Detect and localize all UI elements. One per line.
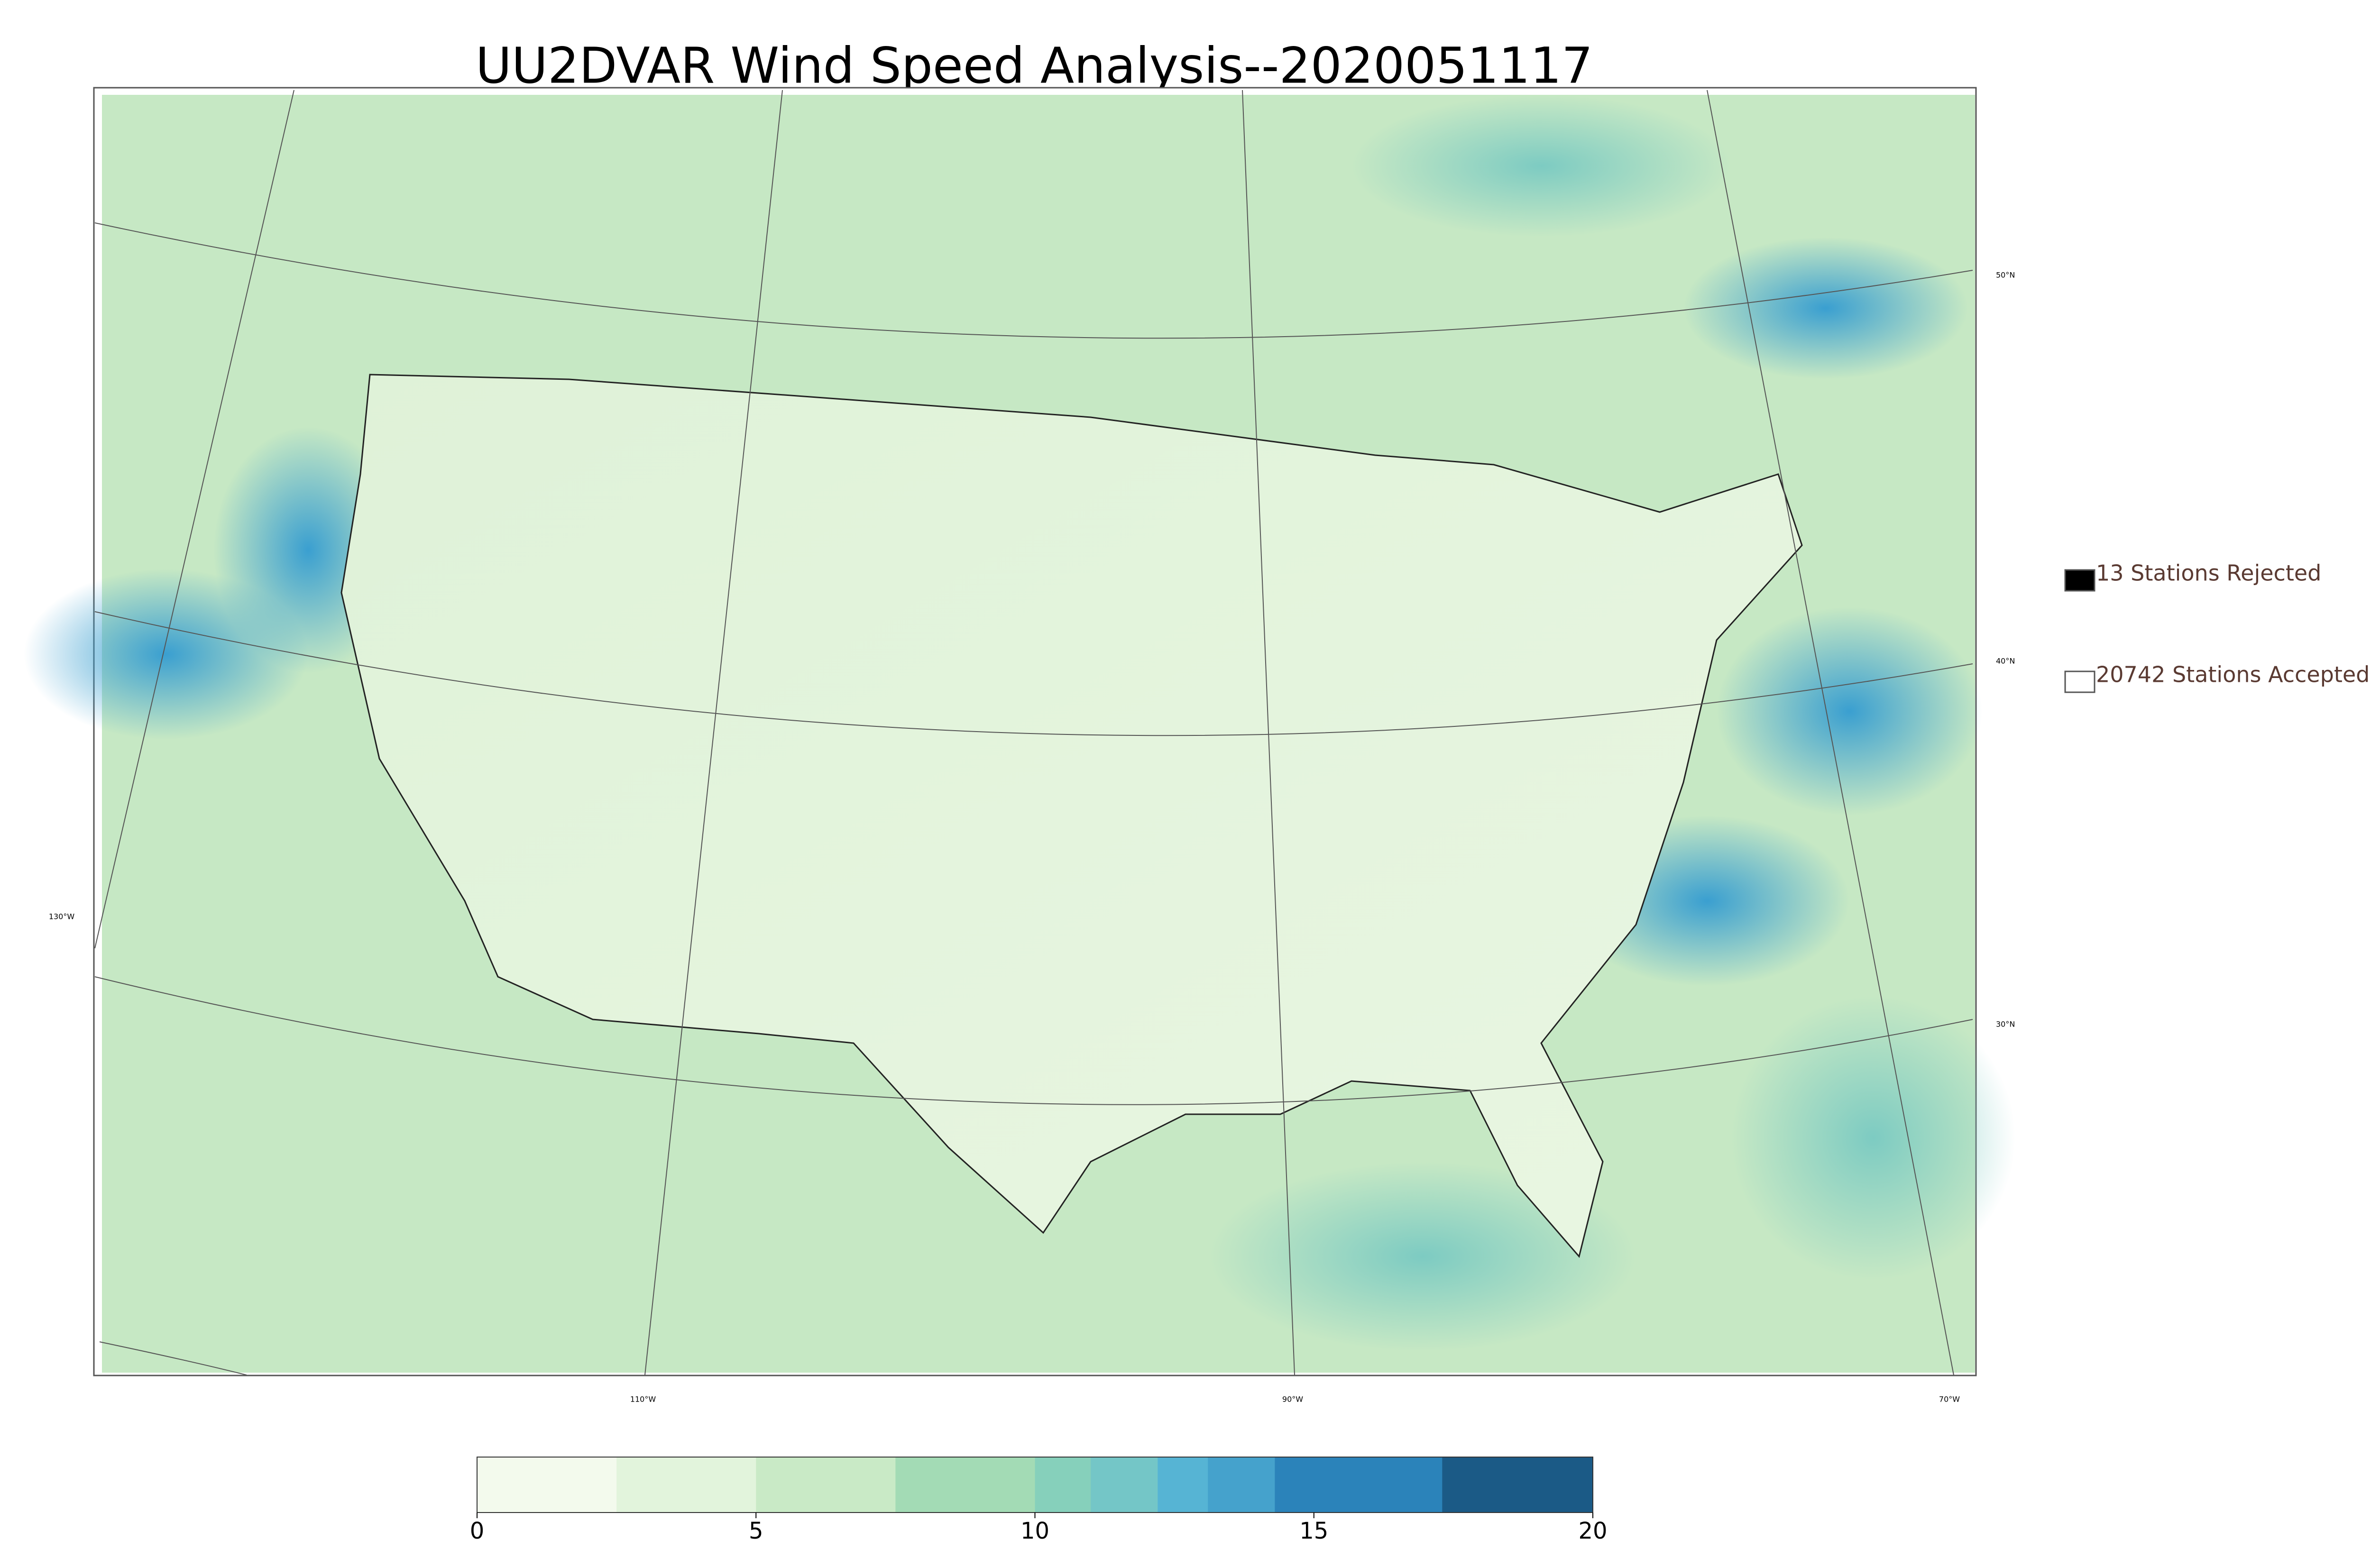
colorbar-segment [1208, 1457, 1275, 1513]
wind-area [1731, 996, 2015, 1280]
colorbar-tick-label: 5 [749, 1518, 763, 1544]
graticule [94, 90, 1973, 1375]
colorbar-segment [1035, 1457, 1091, 1513]
wind-area [1351, 95, 1731, 237]
graticule-labels: 50°N 40°N 30°N 130°W 110°W 90°W 70°W [49, 271, 2015, 1404]
wind-area [1683, 237, 1968, 379]
colorbar-tick-label: 15 [1299, 1518, 1328, 1544]
colorbar-tick-label: 0 [470, 1518, 485, 1544]
lat-label: 50°N [1996, 271, 2015, 280]
legend-label: 20742 Stations Accepted [2096, 662, 2370, 688]
legend: 13 Stations Rejected 20742 Stations Accep… [2064, 560, 2370, 693]
map: 50°N 40°N 30°N 130°W 110°W 90°W 70°W [24, 87, 2015, 1404]
lat-label: 40°N [1996, 657, 2015, 666]
lat-label: 30°N [1996, 1020, 2015, 1029]
title: UU2DVAR Wind Speed Analysis--2020051117 [476, 37, 1593, 94]
colorbar: 0 5 10 15 20 [470, 1457, 1608, 1544]
wind-area [1717, 607, 1982, 816]
lon-label: 70°W [1939, 1395, 1960, 1404]
colorbar-segment [1091, 1457, 1158, 1513]
colorbar-segment [1442, 1457, 1593, 1513]
colorbar-tick-label: 10 [1020, 1518, 1049, 1544]
land [340, 374, 1803, 1258]
lon-label: 90°W [1282, 1395, 1303, 1404]
legend-swatch [2064, 569, 2095, 592]
colorbar-tick-label: 20 [1578, 1518, 1607, 1544]
colorbar-segment [895, 1457, 1035, 1513]
colorbar-segment [1158, 1457, 1208, 1513]
legend-swatch [2064, 670, 2095, 693]
colorbar-segment [477, 1457, 617, 1513]
wind-area [1209, 1162, 1636, 1351]
colorbar-segment [756, 1457, 896, 1513]
lon-label: 110°W [630, 1395, 656, 1404]
colorbar-segment [616, 1457, 756, 1513]
legend-label: 13 Stations Rejected [2096, 560, 2321, 586]
colorbar-segment [1275, 1457, 1443, 1513]
lon-label: 130°W [49, 912, 75, 921]
